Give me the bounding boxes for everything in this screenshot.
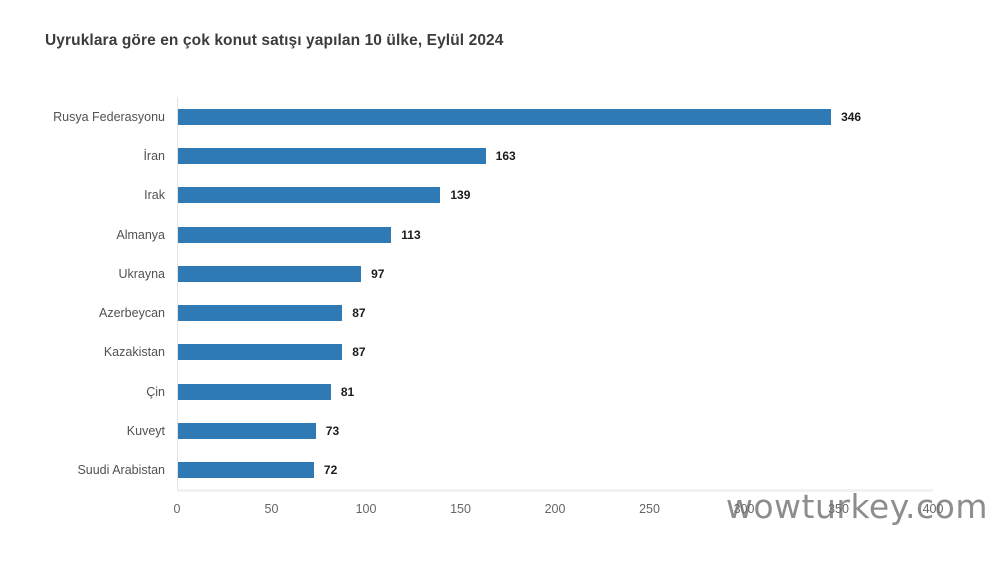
bar-row: Kuveyt 73 [127,411,933,450]
category-label: Kazakistan [103,345,165,360]
bar-row: İran 163 [143,136,933,175]
x-tick-label: 200 [544,502,566,516]
bar-row: Azerbeycan 87 [99,293,933,332]
bar-row: Kazakistan 87 [104,333,933,372]
plot-area: Rusya Federasyonu 346 İran 163 Irak 139 Almany… [53,97,933,490]
bar-row: Ukrayna 97 [118,254,933,293]
bar [178,265,362,282]
bar-row: Rusya Federasyonu 346 [53,97,933,136]
x-axis-line [177,489,933,492]
x-tick-label: 250 [639,502,660,516]
value-label: 346 [841,109,862,124]
category-label: Rusya Federasyonu [53,109,165,124]
bar [178,423,316,440]
category-label: Irak [144,188,165,203]
category-label: Almanya [116,227,165,242]
bar-row: Suudi Arabistan 72 [77,451,933,490]
x-tick-label: 300 [733,502,755,516]
bar [178,344,343,361]
x-tick-label: 350 [828,502,849,516]
bar [178,462,314,479]
category-label: Suudi Arabistan [77,463,165,478]
bar [178,305,343,322]
x-tick-label: 0 [173,502,181,516]
bar [178,226,392,243]
bar-row: Çin 81 [146,372,933,411]
bar [178,147,486,164]
bar-row: Almanya 113 [116,215,933,254]
value-label: 73 [325,424,340,439]
value-label: 87 [352,345,366,360]
x-tick-label: 100 [355,502,377,516]
chart-title: Uyruklara göre en çok konut satışı yapıl… [45,32,504,49]
category-label: Çin [146,384,165,399]
x-tick-label: 400 [922,502,944,516]
bar [178,383,331,400]
value-label: 72 [323,463,338,478]
category-label: İran [143,148,165,163]
value-label: 113 [401,227,421,242]
x-tick-label: 150 [450,502,471,516]
value-label: 139 [450,188,471,203]
bar [178,187,441,204]
bar [178,108,832,125]
value-label: 97 [371,266,385,281]
value-label: 163 [495,148,516,163]
value-label: 81 [340,384,355,399]
category-label: Kuveyt [126,424,165,439]
category-label: Azerbeycan [98,306,165,321]
x-axis-ticks: 0 50 100 150 200 250 300 350 400 [173,502,944,522]
value-label: 87 [352,306,366,321]
x-tick-label: 50 [264,502,279,516]
category-label: Ukrayna [118,266,165,281]
bar-row: Irak 139 [144,176,933,215]
